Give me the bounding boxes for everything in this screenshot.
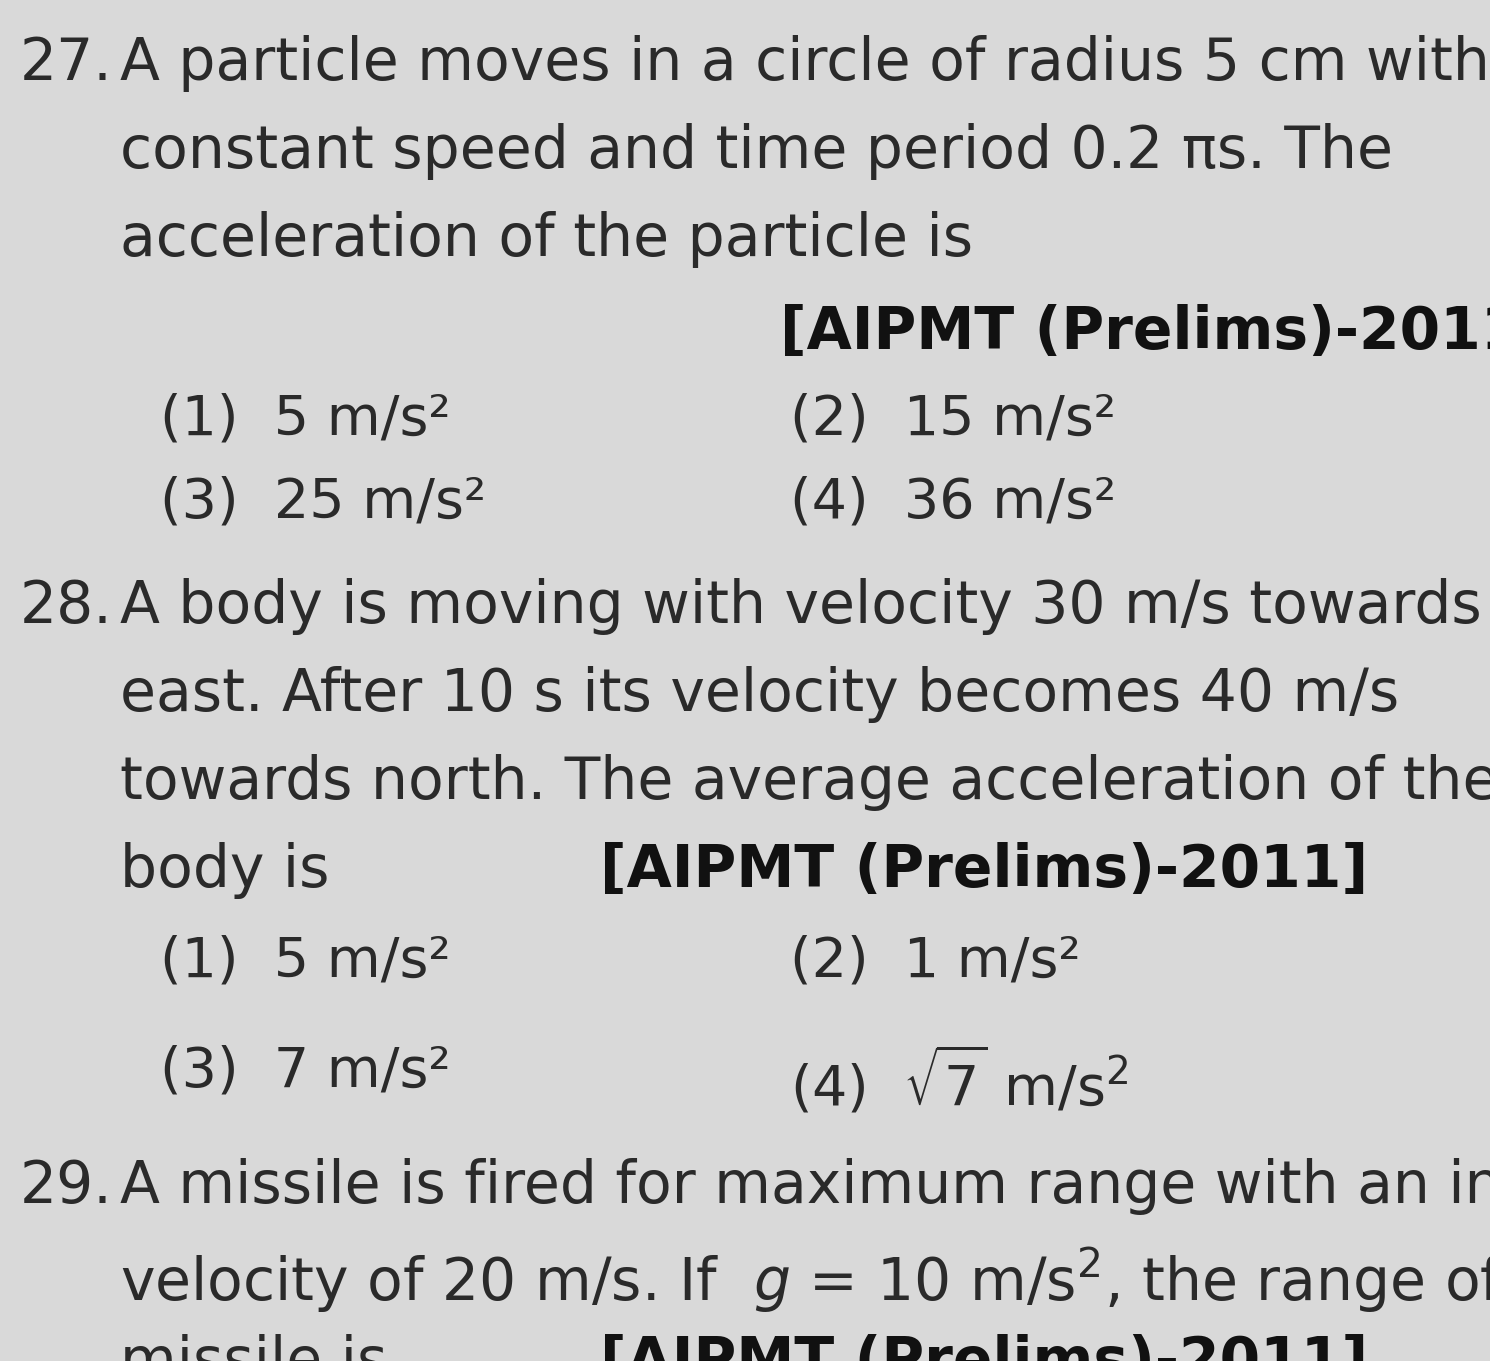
Text: 27.: 27. (19, 35, 113, 93)
Text: (2)  1 m/s²: (2) 1 m/s² (790, 935, 1080, 989)
Text: A body is moving with velocity 30 m/s towards: A body is moving with velocity 30 m/s to… (121, 578, 1481, 636)
Text: (1)  5 m/s²: (1) 5 m/s² (159, 392, 451, 446)
Text: (2)  15 m/s²: (2) 15 m/s² (790, 392, 1116, 446)
Text: (3)  7 m/s²: (3) 7 m/s² (159, 1045, 451, 1098)
Text: A particle moves in a circle of radius 5 cm with: A particle moves in a circle of radius 5… (121, 35, 1490, 93)
Text: acceleration of the particle is: acceleration of the particle is (121, 211, 973, 268)
Text: velocity of 20 m/s. If  $g$ = 10 m/s$^2$, the range of the: velocity of 20 m/s. If $g$ = 10 m/s$^2$,… (121, 1247, 1490, 1315)
Text: [AIPMT (Prelims)-2011]: [AIPMT (Prelims)-2011] (600, 842, 1368, 900)
Text: [AIPMT (Prelims)-2011]: [AIPMT (Prelims)-2011] (779, 304, 1490, 361)
Text: (4)  36 m/s²: (4) 36 m/s² (790, 475, 1116, 529)
Text: body is: body is (121, 842, 329, 900)
Text: east. After 10 s its velocity becomes 40 m/s: east. After 10 s its velocity becomes 40… (121, 666, 1399, 723)
Text: 29.: 29. (19, 1158, 113, 1215)
Text: [AIPMT (Prelims)-2011]: [AIPMT (Prelims)-2011] (600, 1334, 1368, 1361)
Text: (1)  5 m/s²: (1) 5 m/s² (159, 935, 451, 989)
Text: towards north. The average acceleration of the: towards north. The average acceleration … (121, 754, 1490, 811)
Text: missile is: missile is (121, 1334, 387, 1361)
Text: constant speed and time period 0.2 πs. The: constant speed and time period 0.2 πs. T… (121, 122, 1393, 180)
Text: $(4)$  $\sqrt{7}$ m/s$^2$: $(4)$ $\sqrt{7}$ m/s$^2$ (790, 1045, 1129, 1117)
Text: 28.: 28. (19, 578, 113, 636)
Text: (3)  25 m/s²: (3) 25 m/s² (159, 475, 486, 529)
Text: A missile is fired for maximum range with an initial: A missile is fired for maximum range wit… (121, 1158, 1490, 1215)
